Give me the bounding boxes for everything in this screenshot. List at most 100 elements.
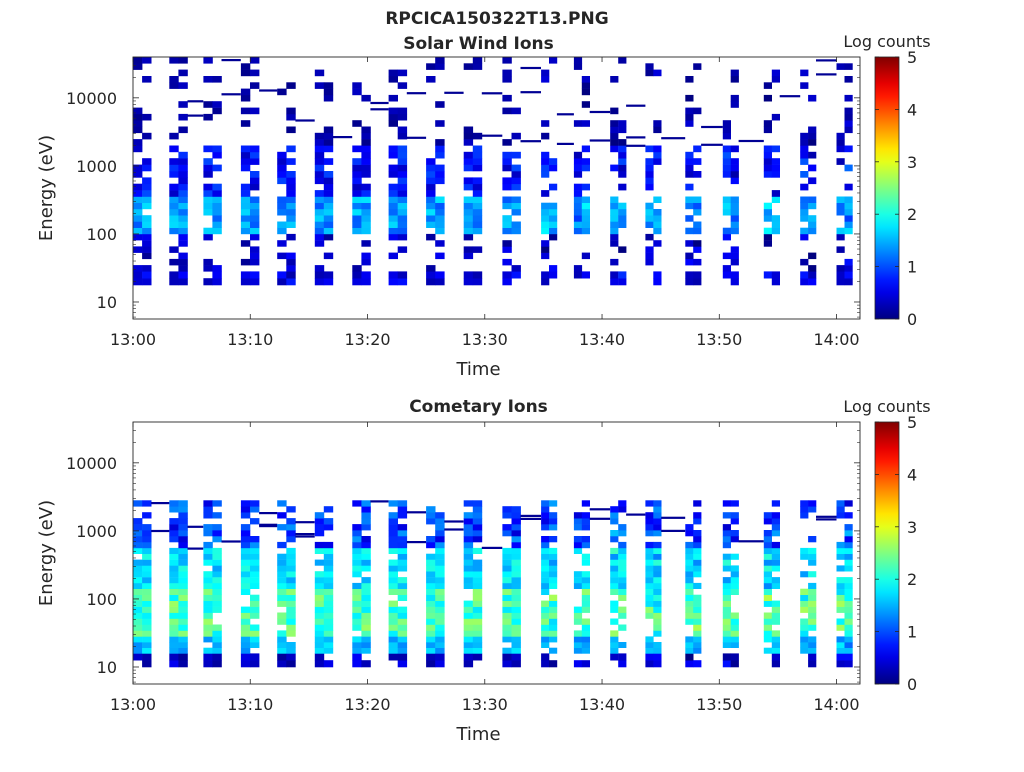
- heatmap-cell: [435, 577, 445, 584]
- heatmap-cell: [685, 252, 694, 260]
- heatmap-cell: [240, 612, 251, 619]
- heatmap-cell: [472, 547, 483, 554]
- heatmap-streak: [259, 512, 278, 515]
- heatmap-cell: [323, 158, 334, 165]
- heatmap-cell: [836, 158, 845, 165]
- heatmap-cell: [240, 69, 251, 77]
- heatmap-cell: [133, 171, 143, 178]
- heatmap-cell: [426, 594, 436, 601]
- heatmap-cell: [763, 151, 772, 159]
- heatmap-cell: [722, 636, 731, 643]
- heatmap-cell: [549, 565, 558, 572]
- heatmap-cell: [610, 530, 619, 537]
- heatmap-cell: [511, 606, 521, 613]
- heatmap-cell: [618, 271, 627, 279]
- heatmap-cell: [361, 553, 371, 560]
- heatmap-cell: [361, 518, 371, 525]
- heatmap-cell: [361, 624, 371, 631]
- heatmap-streak: [661, 516, 686, 519]
- heatmap-cell: [388, 618, 398, 625]
- heatmap-cell: [610, 571, 619, 578]
- heatmap-cell: [203, 512, 213, 519]
- heatmap-cell: [685, 653, 694, 661]
- heatmap-cell: [541, 653, 550, 661]
- heatmap-cell: [178, 653, 188, 661]
- heatmap-cell: [397, 547, 408, 554]
- heatmap-cell: [685, 582, 694, 589]
- heatmap-cell: [693, 541, 702, 549]
- heatmap-cell: [511, 518, 521, 525]
- heatmap-cell: [693, 171, 702, 178]
- heatmap-cell: [426, 158, 436, 165]
- heatmap-cell: [502, 76, 512, 83]
- heatmap-cell: [581, 642, 590, 648]
- heatmap-cell: [472, 202, 483, 210]
- heatmap-cell: [133, 647, 143, 654]
- heatmap-cell: [323, 132, 334, 140]
- heatmap-cell: [730, 94, 739, 102]
- heatmap-cell: [763, 94, 772, 102]
- heatmap-cell: [618, 158, 627, 165]
- heatmap-cell: [388, 500, 398, 507]
- heatmap-cell: [653, 120, 662, 127]
- heatmap-cell: [610, 227, 619, 235]
- heatmap-cell: [250, 151, 260, 159]
- heatmap-cell: [397, 636, 408, 643]
- heatmap-cell: [763, 518, 772, 525]
- heatmap-cell: [203, 265, 213, 272]
- heatmap-cell: [240, 202, 251, 210]
- heatmap-cell: [653, 606, 662, 613]
- heatmap-cell: [685, 594, 694, 601]
- heatmap-cell: [361, 183, 371, 191]
- heatmap-cell: [426, 76, 436, 83]
- heatmap-cell: [240, 553, 251, 560]
- heatmap-cell: [502, 612, 512, 619]
- heatmap-cell: [277, 278, 287, 286]
- heatmap-cell: [502, 271, 512, 279]
- heatmap-cell: [685, 164, 694, 172]
- heatmap-streak: [406, 136, 427, 139]
- heatmap-cell: [397, 233, 408, 241]
- heatmap-cell: [352, 202, 362, 210]
- heatmap-cell: [240, 120, 251, 127]
- heatmap-cell: [511, 209, 521, 216]
- heatmap-cell: [511, 577, 521, 584]
- heatmap-cell: [502, 240, 512, 247]
- heatmap-cell: [511, 536, 521, 543]
- heatmap-cell: [277, 577, 287, 584]
- heatmap-cell: [240, 530, 251, 537]
- heatmap-cell: [388, 190, 398, 197]
- heatmap-cell: [286, 271, 296, 279]
- heatmap-cell: [388, 215, 398, 222]
- heatmap-cell: [463, 63, 474, 70]
- heatmap-cell: [388, 588, 398, 595]
- heatmap-cell: [178, 240, 188, 247]
- heatmap-cell: [361, 594, 371, 601]
- heatmap-cell: [610, 600, 619, 607]
- heatmap-cell: [763, 582, 772, 589]
- heatmap-cell: [240, 164, 251, 172]
- heatmap-cell: [169, 660, 179, 668]
- heatmap-cell: [212, 107, 222, 115]
- heatmap-cell: [722, 196, 731, 203]
- heatmap-cell: [763, 600, 772, 607]
- heatmap-cell: [730, 258, 739, 266]
- heatmap-cell: [800, 553, 809, 560]
- heatmap-cell: [685, 647, 694, 654]
- heatmap-cell: [730, 612, 739, 619]
- heatmap-cell: [361, 582, 371, 589]
- heatmap-cell: [286, 660, 296, 668]
- colorbar-tick-label: 5: [907, 48, 917, 67]
- heatmap-cell: [502, 653, 512, 661]
- heatmap-cell: [581, 215, 590, 222]
- heatmap-cell: [763, 647, 772, 654]
- heatmap-cell: [203, 541, 213, 549]
- heatmap-cell: [463, 577, 474, 584]
- heatmap-cell: [133, 541, 143, 549]
- heatmap-cell: [426, 171, 436, 178]
- heatmap-cell: [277, 500, 287, 507]
- heatmap-cell: [286, 278, 296, 286]
- heatmap-cell: [685, 227, 694, 235]
- heatmap-cell: [763, 624, 772, 631]
